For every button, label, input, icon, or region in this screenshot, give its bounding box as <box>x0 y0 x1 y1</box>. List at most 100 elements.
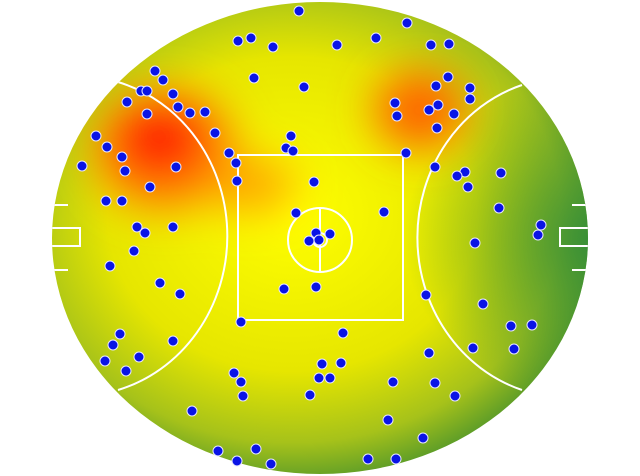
point <box>378 206 390 218</box>
point <box>313 372 325 384</box>
point <box>141 85 153 97</box>
point <box>232 35 244 47</box>
point <box>223 147 235 159</box>
point <box>449 390 461 402</box>
point <box>250 443 262 455</box>
point <box>293 5 305 17</box>
point <box>391 110 403 122</box>
point <box>526 319 538 331</box>
point <box>90 130 102 142</box>
point <box>287 145 299 157</box>
point <box>417 432 429 444</box>
point <box>167 88 179 100</box>
point <box>167 221 179 233</box>
point <box>493 202 505 214</box>
point <box>131 221 143 233</box>
point <box>199 106 211 118</box>
point <box>505 320 517 332</box>
point <box>425 39 437 51</box>
point <box>432 99 444 111</box>
point <box>400 147 412 159</box>
point <box>324 228 336 240</box>
point <box>114 328 126 340</box>
point <box>212 445 224 457</box>
point <box>316 358 328 370</box>
point <box>116 151 128 163</box>
point <box>133 351 145 363</box>
point <box>429 161 441 173</box>
point <box>149 65 161 77</box>
point <box>298 81 310 93</box>
point <box>116 195 128 207</box>
point <box>429 377 441 389</box>
point <box>167 335 179 347</box>
point <box>154 277 166 289</box>
point <box>100 195 112 207</box>
point <box>237 390 249 402</box>
point <box>389 97 401 109</box>
point <box>174 288 186 300</box>
point <box>231 175 243 187</box>
point <box>532 229 544 241</box>
point <box>477 298 489 310</box>
point <box>184 107 196 119</box>
point <box>420 289 432 301</box>
point <box>508 343 520 355</box>
point <box>324 372 336 384</box>
point <box>121 96 133 108</box>
point <box>451 170 463 182</box>
point <box>331 39 343 51</box>
point <box>304 389 316 401</box>
point <box>186 405 198 417</box>
point <box>431 122 443 134</box>
point <box>495 167 507 179</box>
point <box>267 41 279 53</box>
point <box>235 376 247 388</box>
point <box>462 181 474 193</box>
point <box>245 32 257 44</box>
point <box>278 283 290 295</box>
point <box>464 93 476 105</box>
point <box>231 455 243 467</box>
point <box>235 316 247 328</box>
point <box>99 355 111 367</box>
point <box>337 327 349 339</box>
point <box>387 376 399 388</box>
point <box>464 82 476 94</box>
point <box>139 227 151 239</box>
point <box>290 207 302 219</box>
point <box>443 38 455 50</box>
point <box>101 141 113 153</box>
point <box>310 281 322 293</box>
point <box>228 367 240 379</box>
point <box>423 104 435 116</box>
point <box>313 234 325 246</box>
point <box>230 157 242 169</box>
point <box>362 453 374 465</box>
point <box>76 160 88 172</box>
point <box>104 260 116 272</box>
point <box>248 72 260 84</box>
point <box>448 108 460 120</box>
point <box>119 165 131 177</box>
point <box>423 347 435 359</box>
point <box>265 458 277 470</box>
point <box>128 245 140 257</box>
point <box>401 17 413 29</box>
point <box>144 181 156 193</box>
point <box>535 219 547 231</box>
point <box>285 130 297 142</box>
point <box>467 342 479 354</box>
point <box>141 108 153 120</box>
point <box>335 357 347 369</box>
point <box>120 365 132 377</box>
point <box>172 101 184 113</box>
point <box>469 237 481 249</box>
point <box>107 339 119 351</box>
point <box>157 74 169 86</box>
point <box>442 71 454 83</box>
point <box>390 453 402 465</box>
point <box>370 32 382 44</box>
point <box>430 80 442 92</box>
